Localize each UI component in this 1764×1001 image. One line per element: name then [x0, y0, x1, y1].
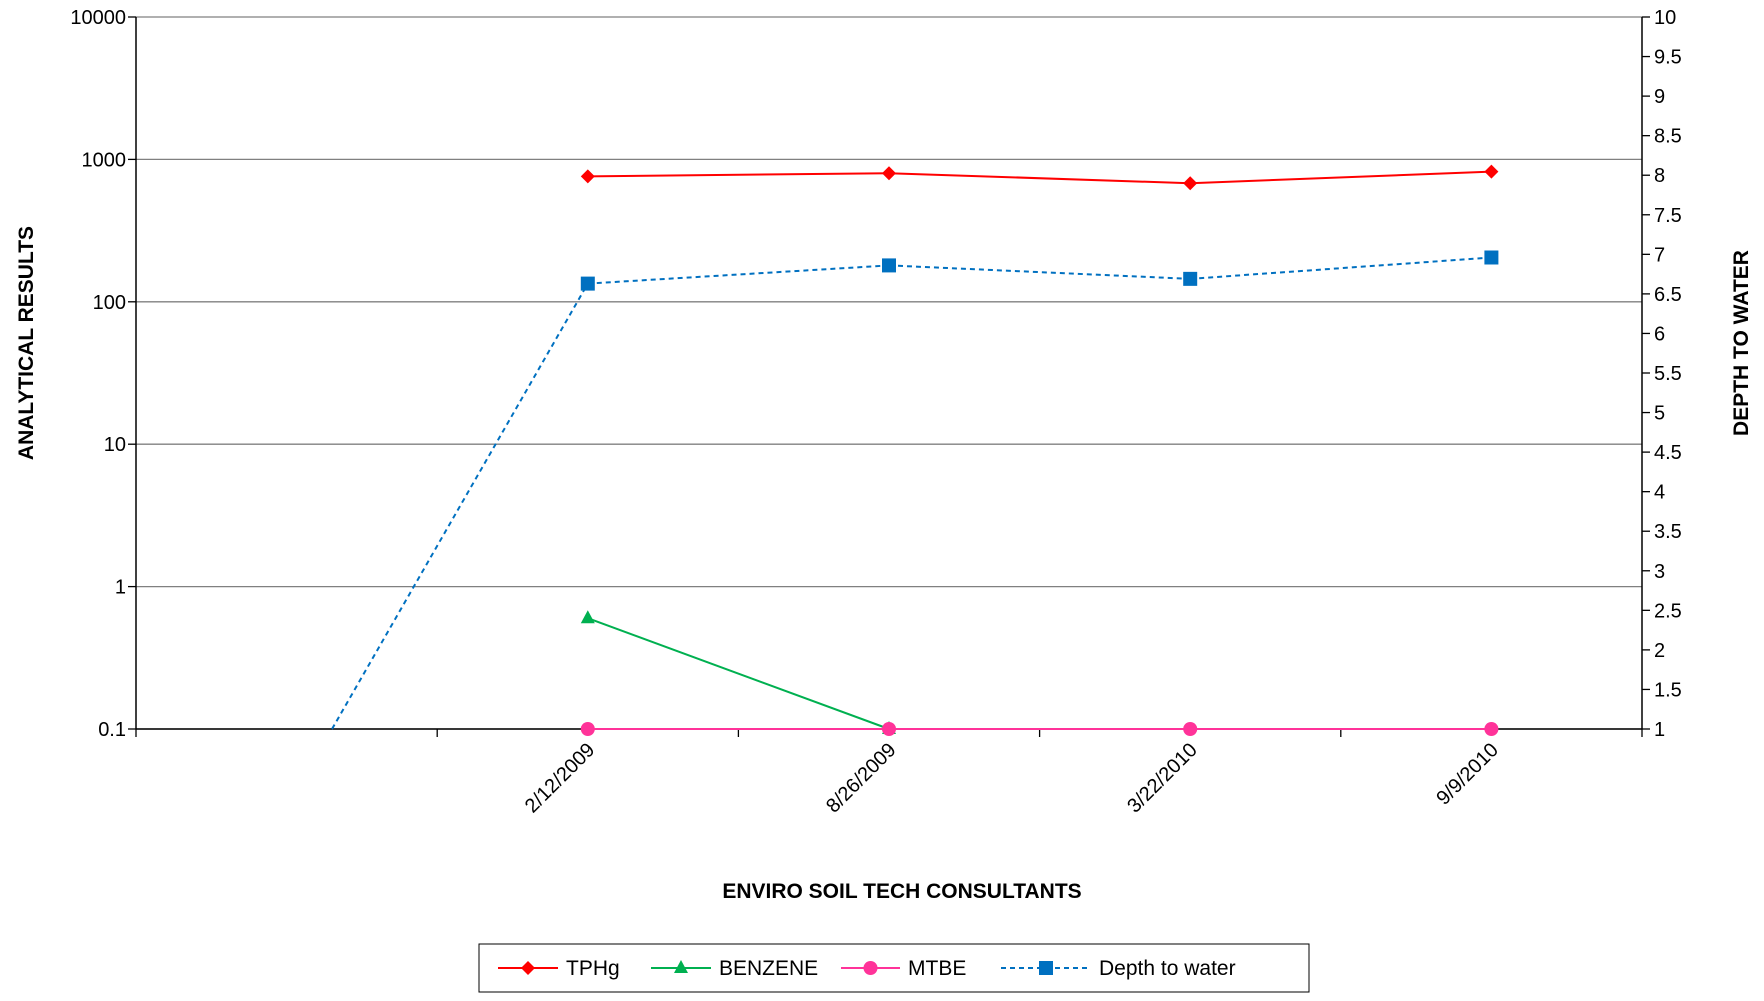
- y2-tick-label: 5: [1654, 403, 1665, 425]
- axes: [128, 16, 1650, 737]
- y2-tick-label: 3.5: [1654, 521, 1682, 543]
- depth-to-water-line-segment: [587, 264, 890, 285]
- y-tick-label: 10: [104, 434, 126, 456]
- tphg-point: [580, 169, 595, 184]
- gridlines: [136, 16, 1642, 730]
- tphg-line-segment: [587, 172, 890, 178]
- benzene-point: [580, 610, 595, 624]
- y2-tick-label: 6: [1654, 323, 1665, 345]
- depth-to-water-line-segment: [888, 264, 1191, 280]
- y2-tick-label: 5.5: [1654, 363, 1682, 385]
- legend-label-depth-to-water: Depth to water: [1099, 957, 1236, 980]
- y-tick-label: 100: [93, 292, 126, 314]
- x-tick-label: 9/9/2010: [1432, 739, 1503, 810]
- y-tick-label: 1: [115, 577, 126, 599]
- y2-tick-label: 1.5: [1654, 679, 1682, 701]
- depth-to-water-line-segment: [1190, 256, 1492, 280]
- legend-label-tphg: TPHg: [566, 957, 620, 980]
- series: [331, 164, 1499, 736]
- tphg-point: [1183, 176, 1198, 191]
- y2-tick-label: 4: [1654, 482, 1665, 504]
- y2-axis-title: DEPTH TO WATER: [1730, 250, 1753, 436]
- y2-tick-label: 7.5: [1654, 205, 1682, 227]
- legend: TPHg BENZENE MTBE Depth to water: [478, 943, 1310, 993]
- y2-tick-label: 9: [1654, 86, 1665, 108]
- y2-tick-label: 6.5: [1654, 284, 1682, 306]
- legend-marker-tphg: [521, 961, 535, 975]
- x-axis-title: ENVIRO SOIL TECH CONSULTANTS: [722, 880, 1081, 903]
- legend-label-benzene: BENZENE: [719, 957, 818, 980]
- x-tick-label: 2/12/2009: [521, 739, 599, 817]
- mtbe-point: [882, 722, 896, 736]
- y2-tick-label: 4.5: [1654, 442, 1682, 464]
- y-axis-title: ANALYTICAL RESULTS: [15, 226, 38, 460]
- y2-tick-label: 7: [1654, 244, 1665, 266]
- y2-tick-label: 8.5: [1654, 126, 1682, 148]
- mtbe-point: [580, 722, 595, 736]
- tphg-line-segment: [1190, 170, 1492, 185]
- y-tick-label: 0.1: [98, 719, 126, 741]
- tphg-line-segment: [888, 172, 1191, 185]
- legend-label-mtbe: MTBE: [908, 957, 966, 980]
- tick-labels: 10000 1000 100 10 1 0.1 10 9.5 9 8.5 8 7.5 7 6.5 6 5.5 5…: [70, 7, 1681, 817]
- depth-to-water-point: [882, 258, 896, 273]
- x-tick-label: 8/26/2009: [822, 739, 900, 817]
- tphg-point: [882, 166, 896, 181]
- mtbe-point: [1183, 722, 1198, 736]
- depth-to-water-point: [1484, 250, 1499, 265]
- x-tick-label: 3/22/2010: [1123, 739, 1201, 817]
- y2-tick-label: 3: [1654, 561, 1665, 583]
- y-tick-label: 10000: [70, 7, 126, 29]
- tphg-point: [1484, 164, 1499, 179]
- y2-tick-label: 2: [1654, 640, 1665, 662]
- y2-tick-label: 9.5: [1654, 47, 1682, 69]
- y2-tick-label: 10: [1654, 7, 1676, 29]
- y2-tick-label: 1: [1654, 719, 1665, 741]
- mtbe-point: [1484, 722, 1499, 736]
- depth-to-water-point: [580, 276, 595, 291]
- legend-marker-mtbe: [863, 961, 878, 975]
- y-tick-label: 1000: [82, 149, 127, 171]
- legend-marker-benzene: [674, 960, 688, 973]
- legend-marker-depth-to-water: [1039, 961, 1053, 975]
- y2-tick-label: 2.5: [1654, 600, 1682, 622]
- depth-to-water-point: [1183, 271, 1198, 286]
- y2-tick-label: 8: [1654, 165, 1665, 187]
- depth-to-water-line-segment: [331, 283, 589, 730]
- benzene-line-segment: [587, 617, 890, 730]
